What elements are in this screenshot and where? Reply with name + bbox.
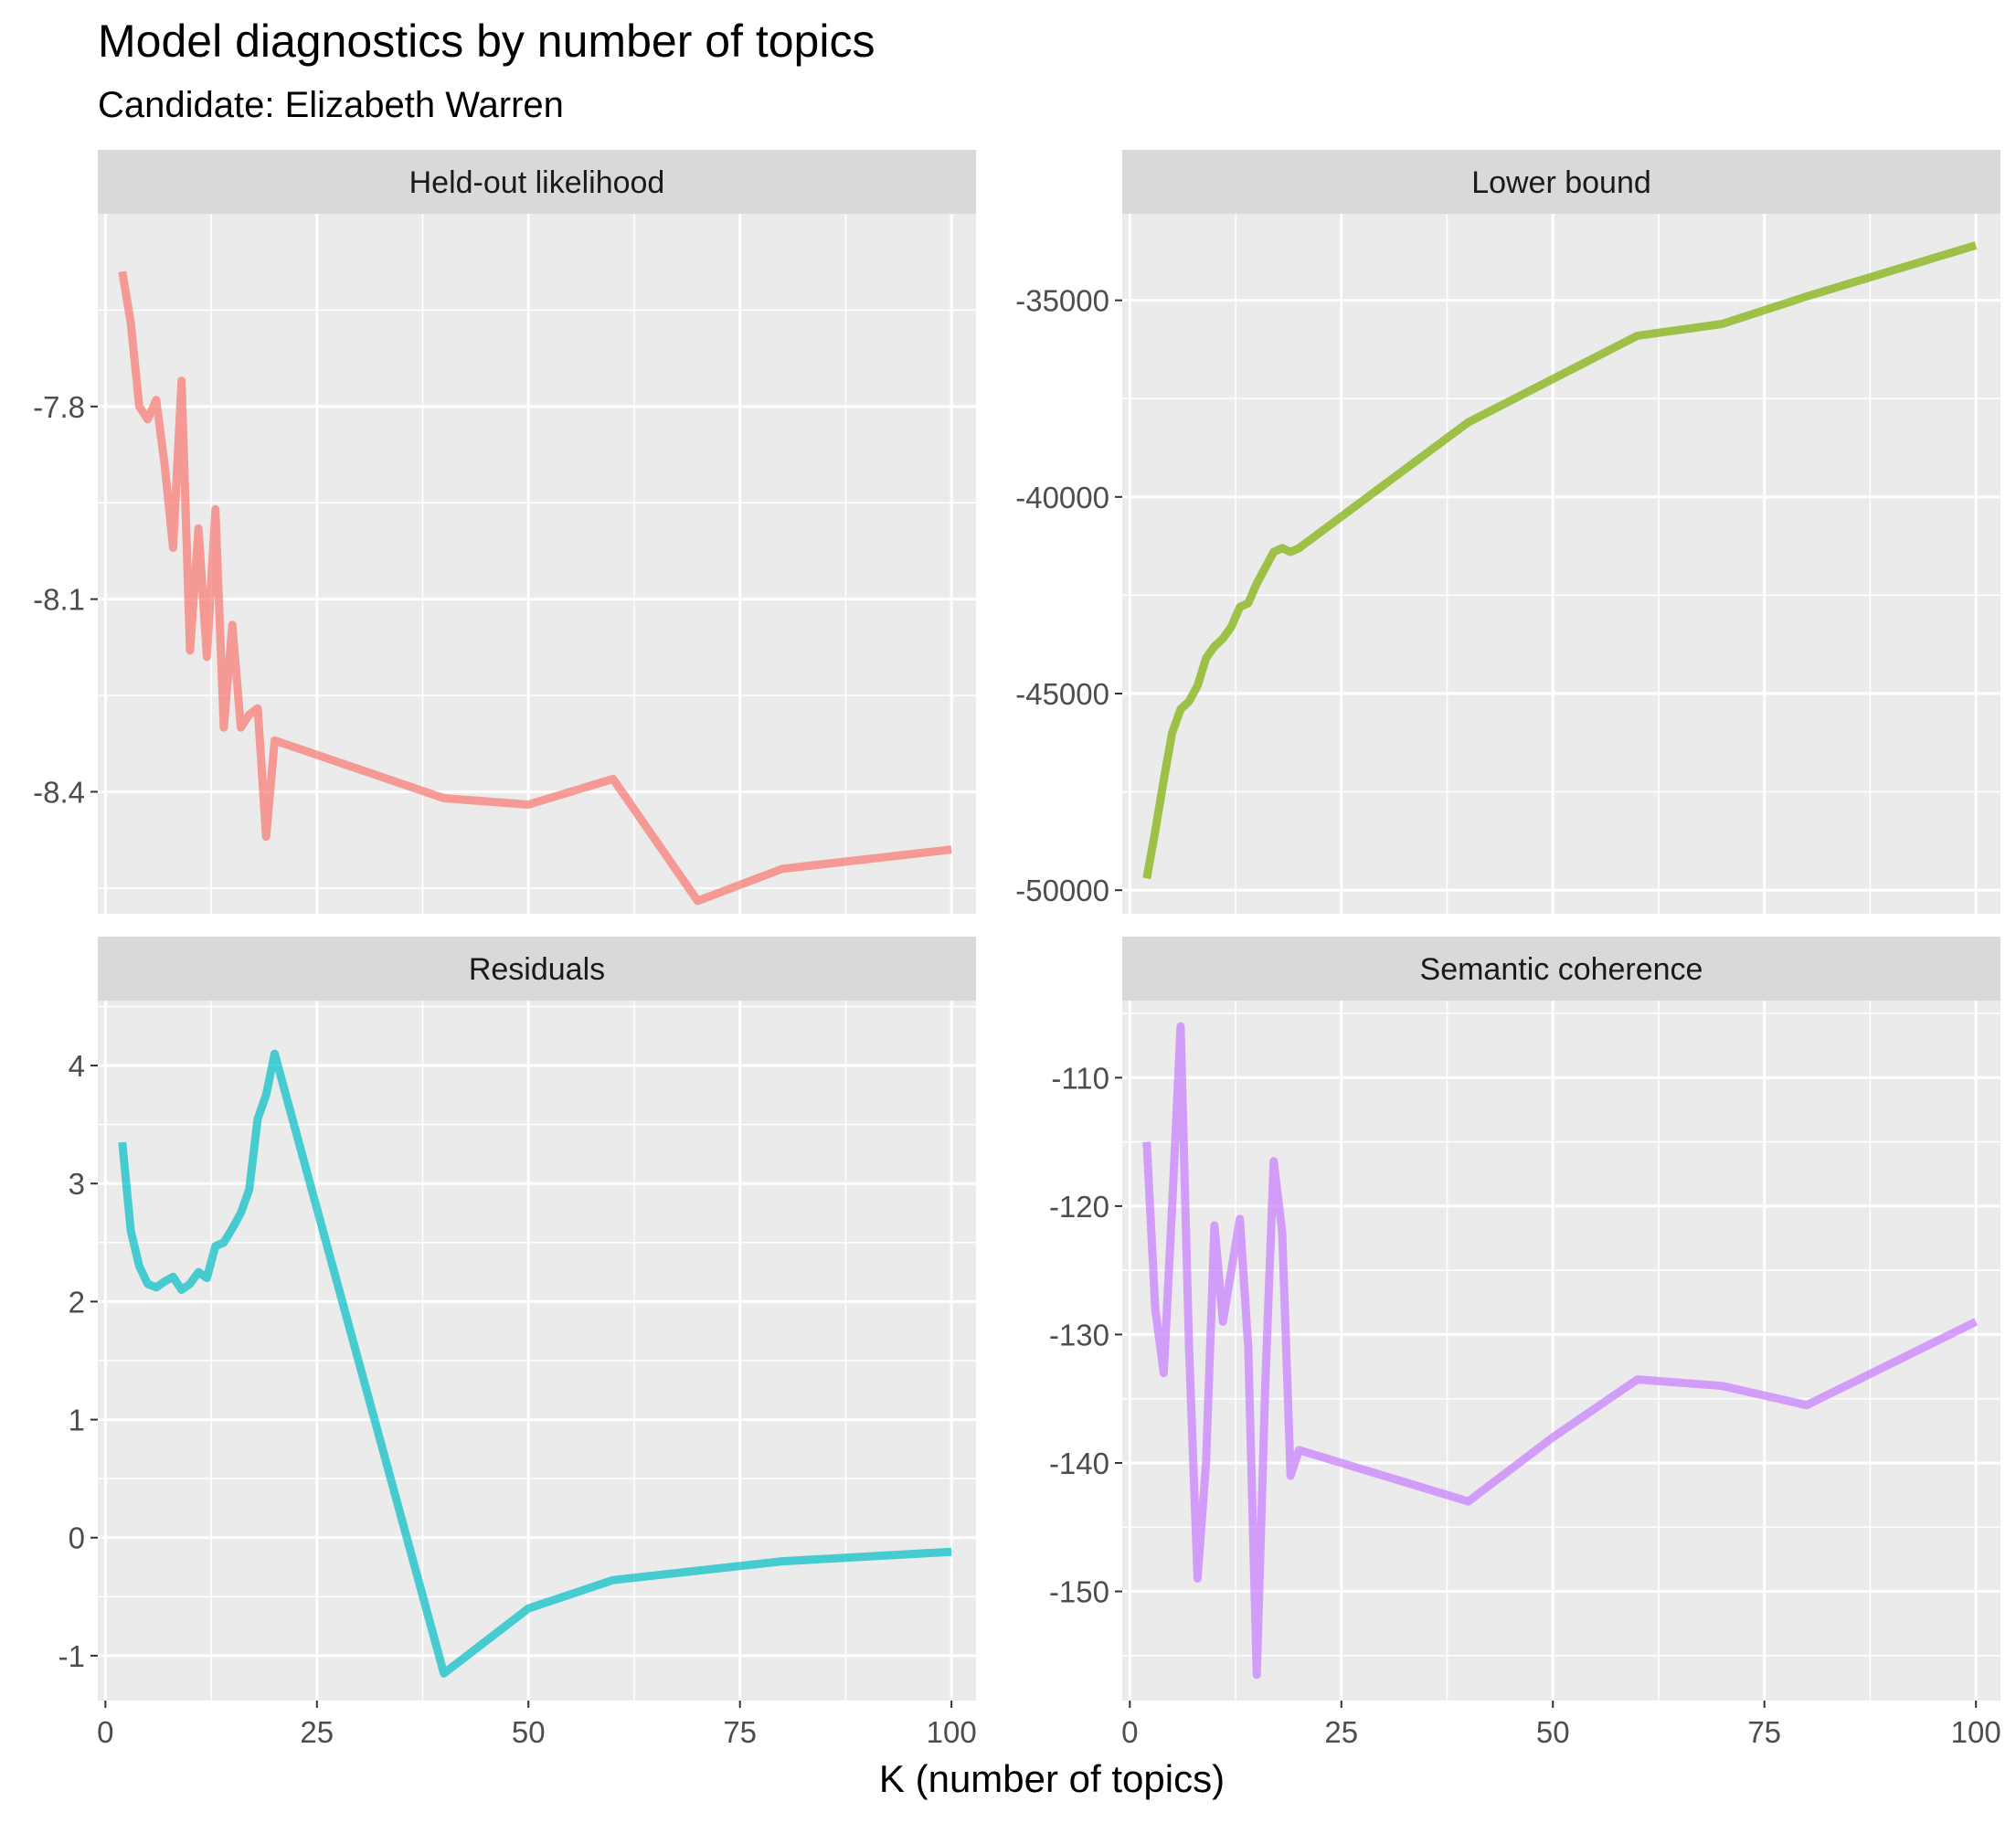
series-line-residuals bbox=[118, 1049, 952, 1678]
y-tick-label: -35000 bbox=[1015, 284, 1109, 318]
y-tick-label: 3 bbox=[69, 1167, 85, 1201]
y-tick-label: 2 bbox=[69, 1285, 85, 1319]
y-tick-label: -140 bbox=[1049, 1447, 1109, 1480]
x-tick-label: 75 bbox=[723, 1715, 757, 1749]
x-tick-label: 50 bbox=[512, 1715, 546, 1749]
y-tick-label: -110 bbox=[1051, 1061, 1109, 1095]
panel-lower-bound: Lower bound -35000 -40000 -45000 -50000 bbox=[1015, 150, 2000, 914]
y-tick-label: 0 bbox=[69, 1521, 85, 1555]
x-tick-label: 25 bbox=[300, 1715, 334, 1749]
panel-semantic-coherence: Semantic coherence -110 -120 -130 -140 -150 0 2… bbox=[1049, 937, 2001, 1749]
facet-strip bbox=[98, 937, 976, 1001]
y-tick-label: 1 bbox=[69, 1404, 85, 1437]
facet-strip bbox=[1122, 150, 2000, 214]
series-line-lower-bound bbox=[1142, 241, 1978, 880]
x-tick-label: 25 bbox=[1324, 1715, 1358, 1749]
facet-strip bbox=[1122, 937, 2000, 1001]
y-tick-label: -8.4 bbox=[33, 775, 85, 809]
chart-title: Model diagnostics by number of topics bbox=[98, 16, 875, 67]
x-tick-label: 100 bbox=[927, 1715, 977, 1749]
x-tick-label: 0 bbox=[97, 1715, 113, 1749]
y-tick-label: -50000 bbox=[1015, 874, 1109, 907]
chart-subtitle: Candidate: Elizabeth Warren bbox=[98, 85, 564, 125]
x-axis-title: K (number of topics) bbox=[879, 1757, 1225, 1800]
panel-background bbox=[98, 1001, 976, 1701]
facet-strip-label: Lower bound bbox=[1471, 165, 1651, 200]
y-tick-label: -150 bbox=[1049, 1575, 1109, 1609]
y-tick-label: -45000 bbox=[1015, 677, 1109, 711]
x-tick-label: 0 bbox=[1121, 1715, 1138, 1749]
facet-strip-label: Held-out likelihood bbox=[409, 165, 665, 200]
y-tick-label: -1 bbox=[58, 1639, 85, 1673]
y-tick-label: -130 bbox=[1049, 1318, 1109, 1351]
x-tick-label: 50 bbox=[1536, 1715, 1570, 1749]
panel-residuals: Residuals 4 3 2 1 0 -1 0 25 50 75 100 bbox=[58, 937, 977, 1749]
panel-held-out-likelihood: Held-out likelihood -7.8 -8.1 -8.4 bbox=[33, 150, 976, 914]
panels-layer: Held-out likelihood -7.8 -8.1 -8.4 Lower bou… bbox=[33, 150, 2001, 1749]
series-line-held-out-likelihood bbox=[118, 270, 952, 906]
y-tick-label: 4 bbox=[69, 1049, 85, 1083]
facet-strip bbox=[98, 150, 976, 214]
y-tick-label: -7.8 bbox=[33, 390, 85, 424]
series-line-semantic-coherence bbox=[1142, 1022, 1979, 1680]
facet-strip-label: Semantic coherence bbox=[1420, 952, 1703, 987]
panel-background bbox=[98, 214, 976, 914]
panel-background bbox=[1122, 214, 2000, 914]
facet-strip-label: Residuals bbox=[469, 952, 605, 987]
y-tick-label: -120 bbox=[1049, 1190, 1109, 1224]
x-tick-label: 100 bbox=[1951, 1715, 2001, 1749]
x-tick-label: 75 bbox=[1747, 1715, 1781, 1749]
y-tick-label: -8.1 bbox=[33, 583, 85, 617]
y-tick-label: -40000 bbox=[1015, 481, 1109, 514]
